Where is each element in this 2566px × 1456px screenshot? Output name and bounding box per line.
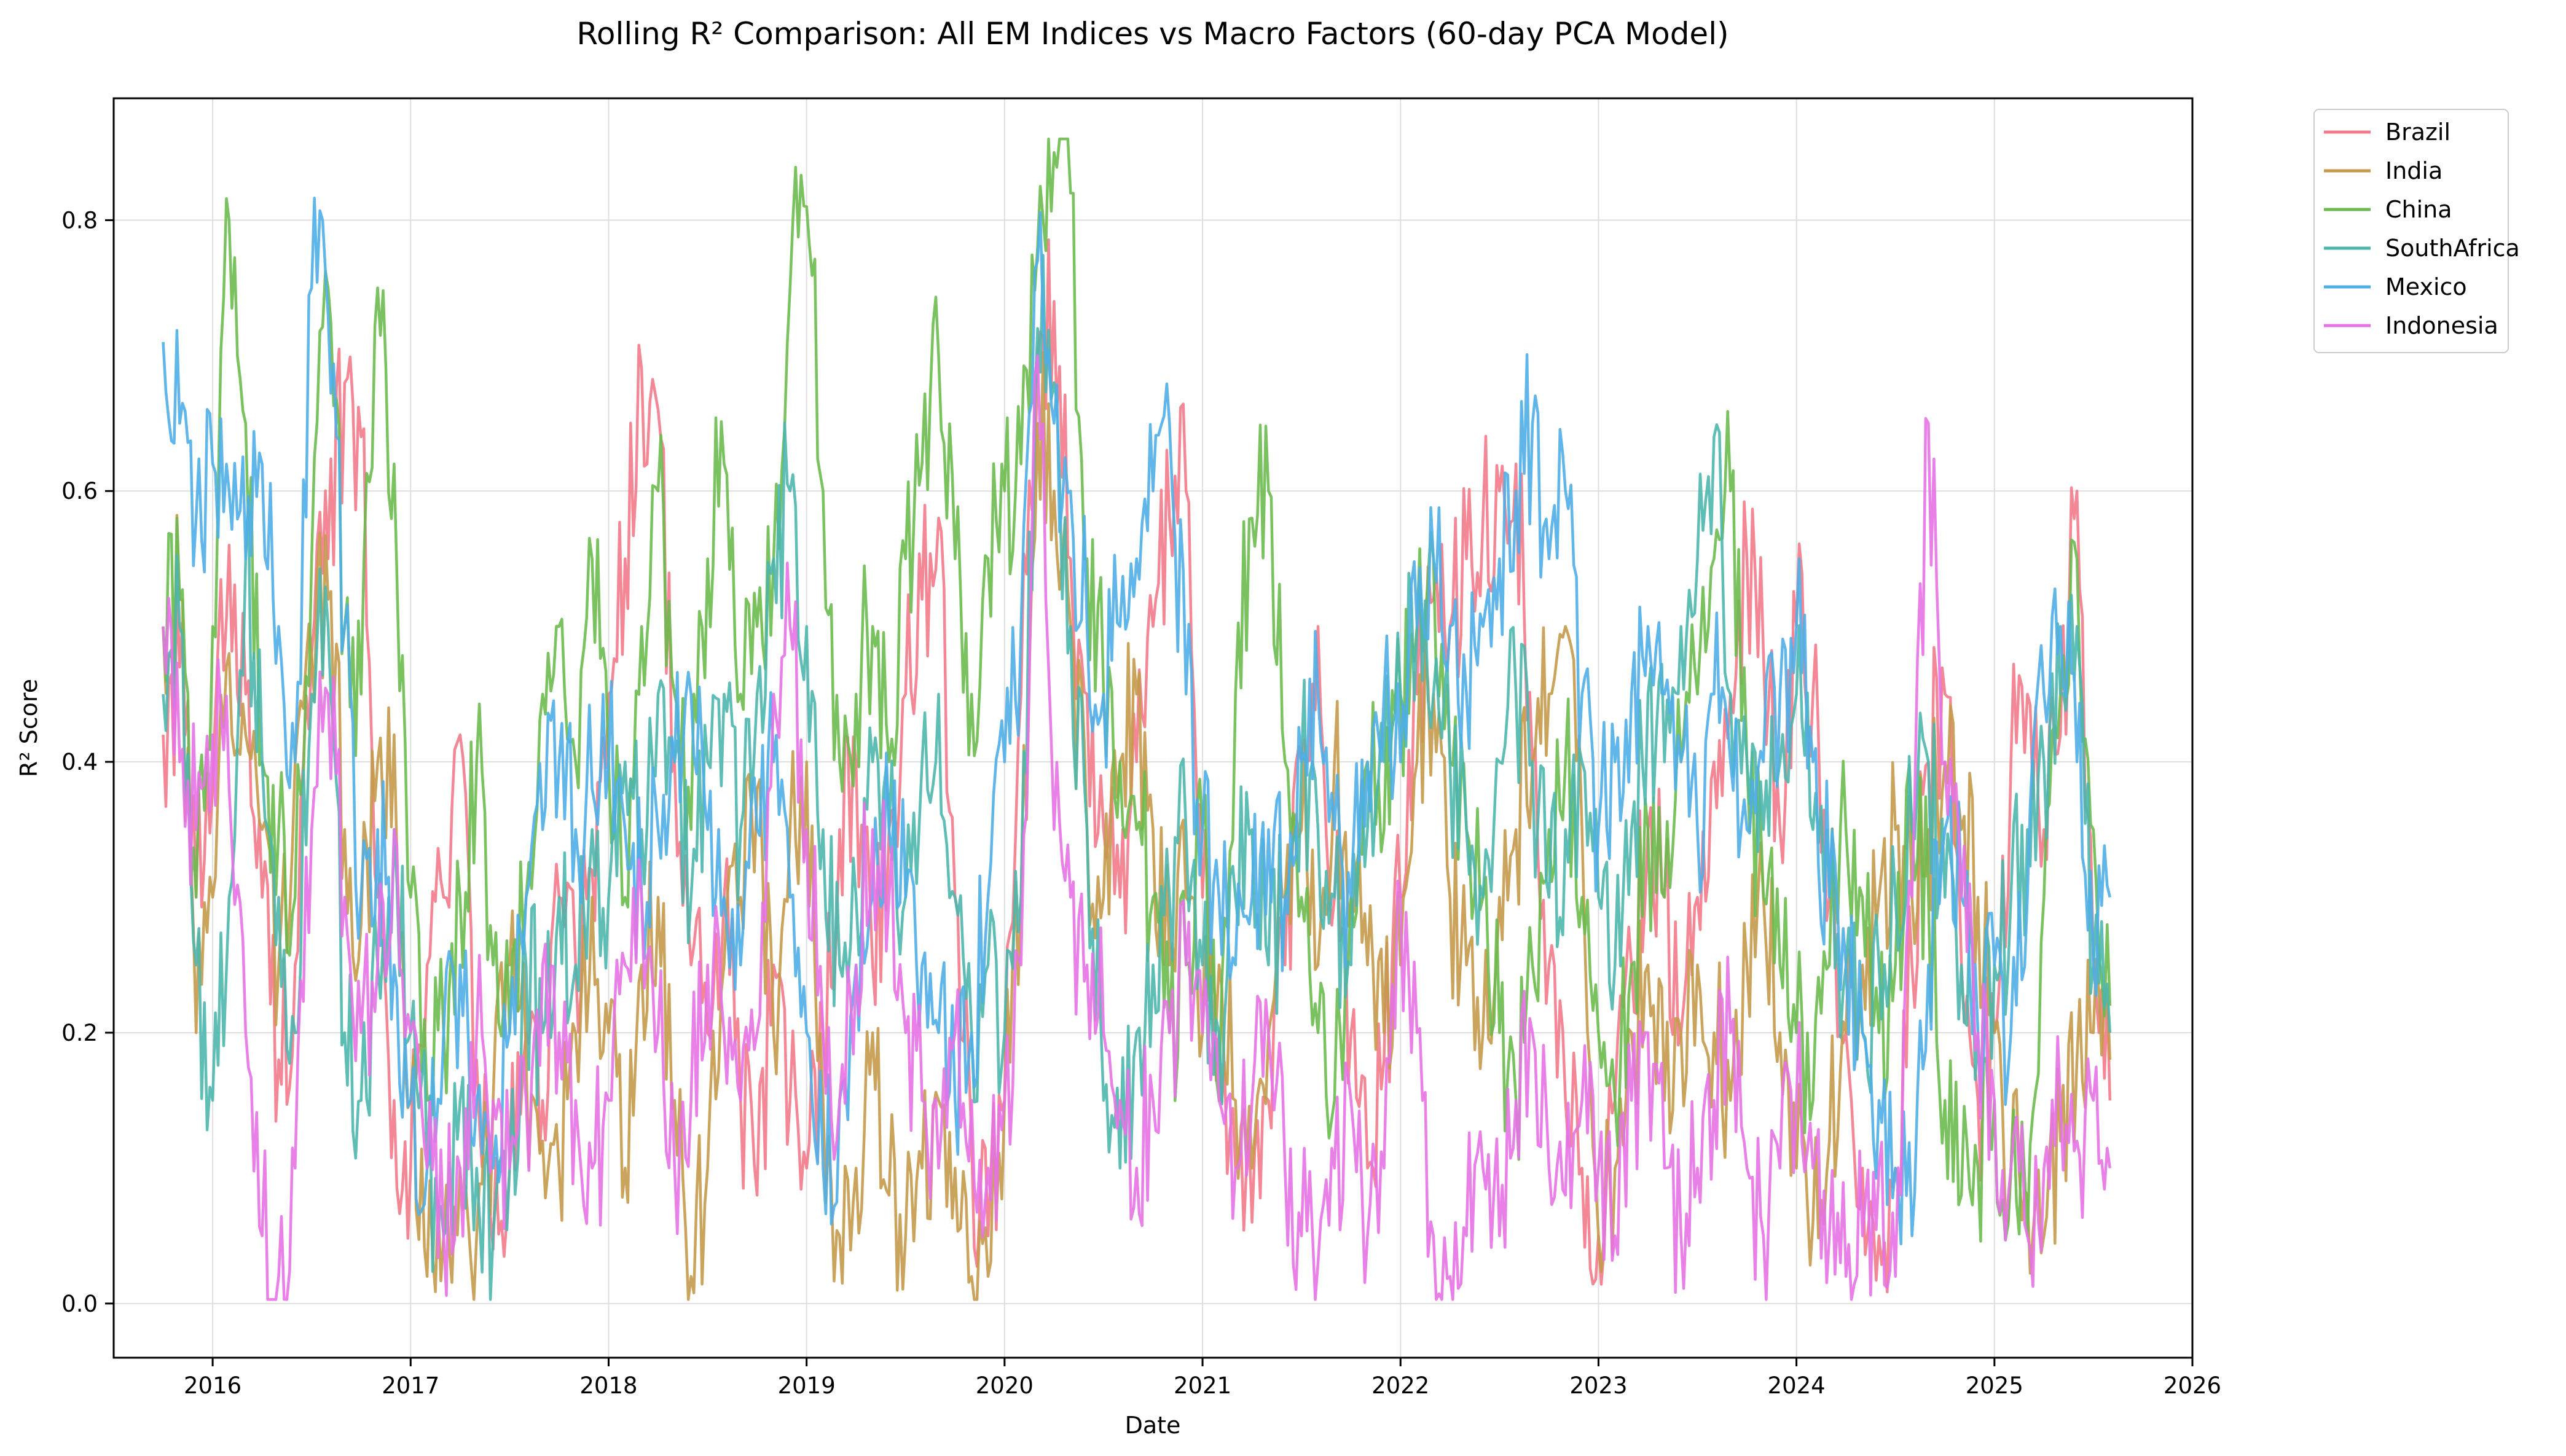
x-tick-label: 2019 [778, 1372, 836, 1399]
x-tick-label: 2022 [1371, 1372, 1429, 1399]
legend-label: Brazil [2385, 119, 2450, 146]
legend-label: Mexico [2385, 273, 2467, 300]
legend-label: China [2385, 196, 2452, 223]
chart-title: Rolling R² Comparison: All EM Indices vs… [576, 16, 1728, 52]
x-tick-label: 2026 [2164, 1372, 2221, 1399]
x-axis-label: Date [1125, 1412, 1181, 1439]
x-tick-label: 2024 [1768, 1372, 1826, 1399]
y-tick-label: 0.8 [61, 207, 98, 233]
x-tick-label: 2016 [184, 1372, 241, 1399]
x-tick-label: 2025 [1966, 1372, 2023, 1399]
y-tick-label: 0.0 [61, 1291, 98, 1317]
y-tick-label: 0.4 [61, 749, 98, 775]
legend-label: Indonesia [2385, 312, 2498, 339]
legend-label: SouthAfrica [2385, 235, 2520, 262]
series-layer [162, 137, 2112, 1301]
y-axis-label: R² Score [15, 679, 42, 777]
plot-frame [112, 97, 2194, 1359]
legend-label: India [2385, 157, 2442, 184]
y-tick-label: 0.6 [61, 478, 98, 504]
x-tick-label: 2021 [1174, 1372, 1231, 1399]
x-tick-label: 2018 [579, 1372, 637, 1399]
y-tick-label: 0.2 [61, 1020, 98, 1046]
axis-layer: 2016 2017 2018 2019 2020 2021 2022 2023 2024 2025… [61, 207, 2221, 1399]
series-line-china [162, 137, 2112, 1243]
x-tick-label: 2023 [1569, 1372, 1627, 1399]
legend: Brazil India China SouthAfrica Mexico Indones… [2313, 109, 2520, 353]
x-tick-label: 2017 [382, 1372, 439, 1399]
series-line-indonesia [162, 354, 2112, 1301]
x-tick-label: 2020 [976, 1372, 1034, 1399]
